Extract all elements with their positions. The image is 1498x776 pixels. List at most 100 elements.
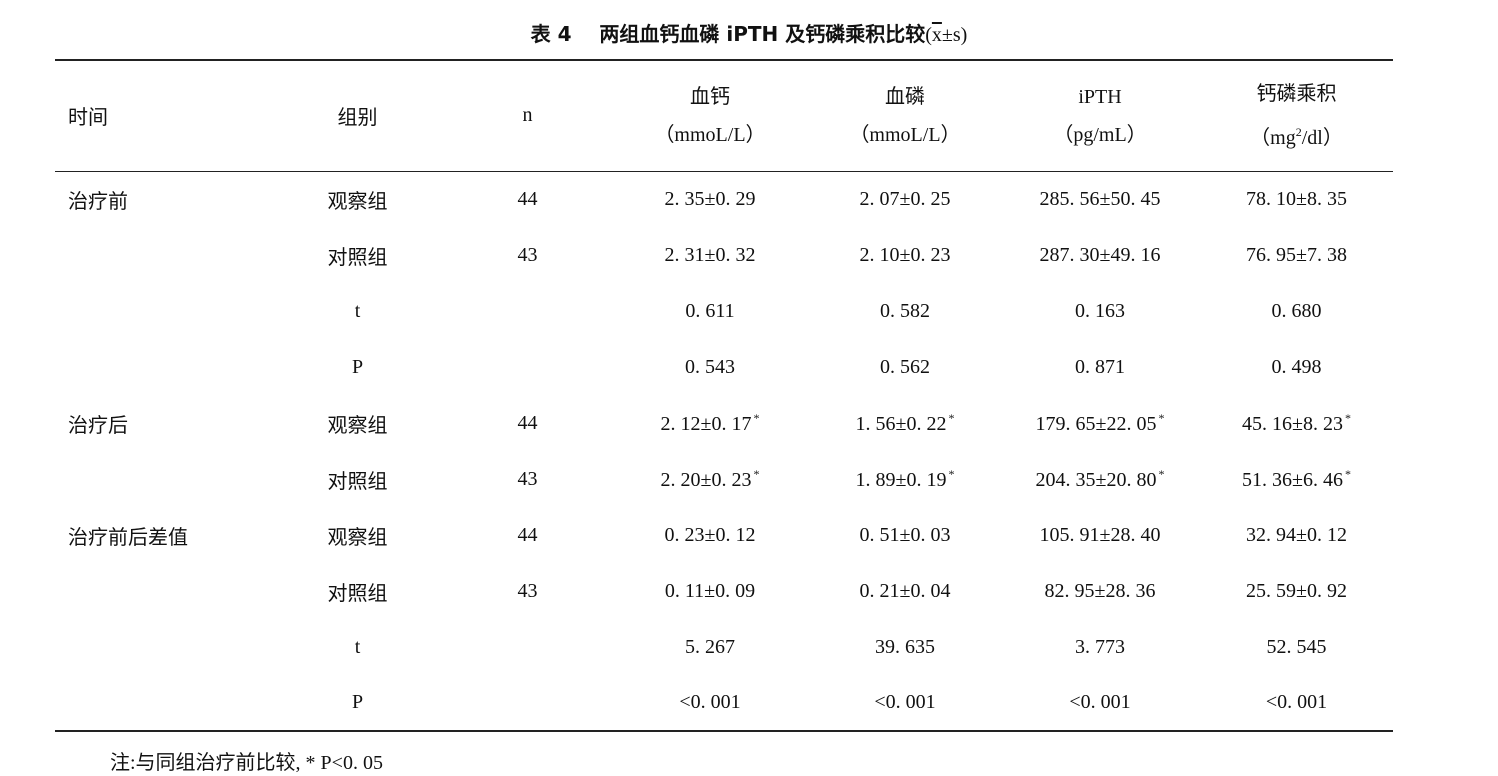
cell-ipth: 105. 91±28. 40 [1039,523,1161,546]
significance-mark: * [753,466,760,481]
cell-n [445,675,610,731]
cell-group: 对照组 [327,582,388,605]
cell-n: 43 [517,467,538,490]
sd-symbol: ±s [941,24,961,46]
mean-symbol: x [931,24,942,46]
table-row: P 0. 543 0. 562 0. 871 0. 498 [55,339,1393,395]
cell-n [445,619,610,675]
cell-time [55,451,270,507]
table-number: 表 4 [530,22,572,46]
cell-group: P [351,355,364,378]
cell-ipth: 179. 65±22. 05 * [1035,410,1165,435]
cell-p: 0. 582 [880,299,930,322]
cell-time [55,675,270,731]
cell-p: 1. 89±0. 19 * [855,466,955,491]
significance-mark: * [1344,466,1351,481]
cell-prod: 0. 680 [1271,299,1322,322]
table-row: t 0. 611 0. 582 0. 163 0. 680 [55,283,1393,339]
header-calcium: 血钙 （mmoL/L） [654,85,766,146]
header-n: n [522,104,533,127]
cell-prod: 32. 94±0. 12 [1246,523,1347,546]
cell-p: 0. 562 [880,355,930,378]
table-row: 治疗前后差值 观察组 44 0. 23±0. 12 0. 51±0. 03 105. 91… [55,507,1393,563]
table-footnote: 注:与同组治疗前比较, * P<0. 05 [110,752,383,774]
cell-group: 观察组 [327,190,388,213]
header-ipth: iPTH （pg/mL） [1053,85,1147,146]
cell-prod: <0. 001 [1265,691,1328,713]
cell-time [55,339,270,395]
header-row: 时间 组别 n 血钙 （mmoL/L） 血磷 （mmoL/L） iPTH （pg/mL… [55,60,1393,171]
cell-n: 44 [517,523,538,546]
table-title: 表 4 两组血钙血磷 iPTH 及钙磷乘积比较(x±s) [530,22,968,46]
cell-group: 对照组 [327,246,388,269]
table-row: P <0. 001 <0. 001 <0. 001 <0. 001 [55,675,1393,731]
cell-ca: 0. 611 [685,299,735,322]
cell-prod: 78. 10±8. 35 [1246,187,1347,210]
significance-mark: * [753,410,760,425]
cell-time [55,619,270,675]
significance-mark: * [1344,410,1351,425]
table-caption: 两组血钙血磷 iPTH 及钙磷乘积比较 [599,22,926,46]
cell-prod: 45. 16±8. 23 * [1242,410,1351,435]
cell-prod: 25. 59±0. 92 [1246,579,1347,602]
significance-mark: * [1158,466,1165,481]
cell-time: 治疗前 [68,190,128,213]
cell-time: 治疗后 [68,414,128,437]
cell-p: 0. 51±0. 03 [859,523,951,546]
cell-p: 0. 21±0. 04 [859,579,951,602]
cell-prod: 0. 498 [1271,355,1322,378]
results-table: 时间 组别 n 血钙 （mmoL/L） 血磷 （mmoL/L） iPTH （pg/mL… [55,59,1393,732]
cell-n: 43 [517,579,538,602]
cell-group: 观察组 [327,526,388,549]
header-time: 时间 [68,107,108,130]
cell-prod: 76. 95±7. 38 [1246,243,1347,266]
significance-mark: * [948,410,955,425]
cell-time [55,227,270,283]
cell-group: t [354,635,361,658]
cell-ipth: <0. 001 [1069,691,1131,713]
cell-p: 1. 56±0. 22 * [855,410,955,435]
table-row: 治疗后 观察组 44 2. 12±0. 17 * 1. 56±0. 22 * 179. 65±… [55,395,1393,451]
cell-ipth: 204. 35±20. 80 * [1035,466,1165,491]
table-row: 治疗前 观察组 44 2. 35±0. 29 2. 07±0. 25 285. 56±50… [55,171,1393,227]
cell-n [445,283,610,339]
cell-ca: 0. 11±0. 09 [664,579,756,602]
table-row: 对照组 43 2. 31±0. 32 2. 10±0. 23 287. 30±49. 1… [55,227,1393,283]
cell-group: 对照组 [327,470,388,493]
cell-ca: 0. 543 [685,355,735,378]
table-row: 对照组 43 2. 20±0. 23 * 1. 89±0. 19 * 204. 35±20.… [55,451,1393,507]
cell-time [55,283,270,339]
cell-ca: <0. 001 [679,691,741,713]
cell-ca: 0. 23±0. 12 [664,523,756,546]
cell-ipth: 285. 56±50. 45 [1039,187,1161,210]
cell-group: P [351,691,364,713]
cell-p: <0. 001 [874,691,936,713]
cell-group: 观察组 [327,414,388,437]
cell-p: 2. 07±0. 25 [859,187,951,210]
cell-ca: 2. 31±0. 32 [664,243,756,266]
cell-p: 2. 10±0. 23 [859,243,951,266]
cell-group: t [354,299,361,322]
cell-n [445,339,610,395]
cell-prod: 52. 545 [1266,635,1327,658]
cell-ca: 2. 20±0. 23 * [660,466,760,491]
cell-n: 44 [517,411,538,434]
cell-ca: 2. 35±0. 29 [664,187,756,210]
cell-p: 39. 635 [875,635,935,658]
significance-mark: * [1158,410,1165,425]
table-row: t 5. 267 39. 635 3. 773 52. 545 [55,619,1393,675]
cell-time [55,563,270,619]
cell-n: 44 [517,187,538,210]
cell-ca: 2. 12±0. 17 * [660,410,760,435]
cell-n: 43 [517,243,538,266]
cell-ipth: 82. 95±28. 36 [1044,579,1156,602]
header-group: 组别 [337,107,378,130]
cell-prod: 51. 36±6. 46 * [1242,466,1351,491]
cell-ipth: 0. 871 [1075,355,1125,378]
cell-time: 治疗前后差值 [68,526,188,549]
table-row: 对照组 43 0. 11±0. 09 0. 21±0. 04 82. 95±28. 36… [55,563,1393,619]
cell-ipth: 287. 30±49. 16 [1039,243,1161,266]
significance-mark: * [948,466,955,481]
header-phosphorus: 血磷 （mmoL/L） [849,85,961,146]
cell-ca: 5. 267 [685,635,735,658]
